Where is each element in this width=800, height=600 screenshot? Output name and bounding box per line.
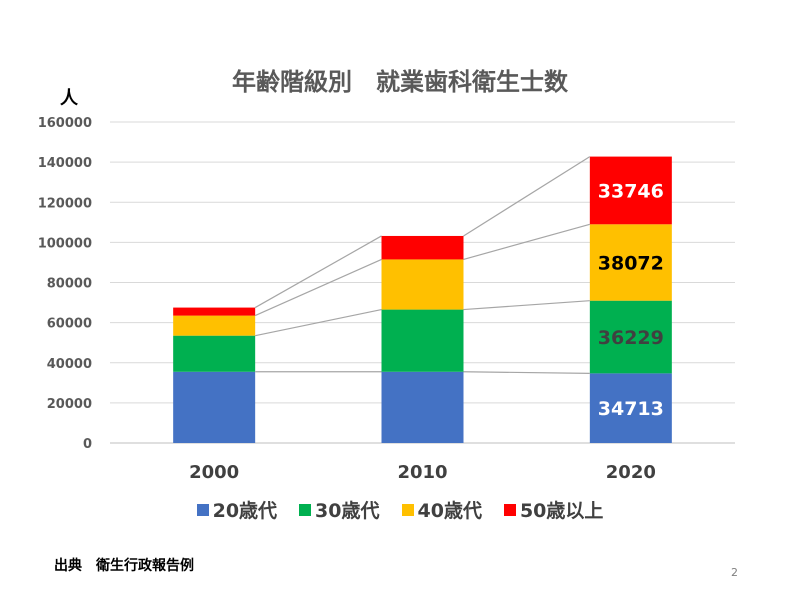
data-label: 34713	[598, 398, 664, 420]
y-tick-label: 120000	[38, 196, 92, 211]
data-label: 36229	[598, 327, 664, 349]
legend-label: 50歳以上	[519, 500, 604, 522]
bar-segment	[589, 300, 672, 374]
bar-segment	[381, 371, 464, 443]
legend-swatch	[401, 503, 414, 516]
legend-item: 20歳代	[196, 496, 278, 523]
x-tick-label: 2020	[606, 462, 656, 483]
bar-segment	[381, 259, 464, 310]
bar-segment	[589, 156, 672, 225]
page-number: 2	[731, 566, 738, 579]
y-tick-label: 140000	[38, 156, 92, 171]
series-connector-line	[255, 308, 382, 337]
bar-segment	[381, 309, 464, 372]
data-label: 33746	[598, 180, 664, 202]
y-axis-unit-label: 人	[60, 88, 78, 109]
y-tick-label: 160000	[38, 116, 92, 131]
legend-label: 40歳代	[417, 500, 482, 522]
y-tick-label: 60000	[47, 317, 92, 332]
x-tick-label: 2000	[189, 462, 239, 483]
data-label: 38072	[598, 252, 664, 274]
legend-item: 30歳代	[299, 496, 380, 523]
source-note: 出典 衛生行政報告例	[54, 558, 194, 574]
series-connector-line	[463, 300, 590, 311]
y-tick-label: 100000	[38, 236, 92, 251]
y-tick-label: 40000	[47, 357, 92, 372]
legend-swatch	[299, 503, 312, 516]
bar-segment	[173, 307, 256, 316]
chart-title: 年齢階級別 就業歯科衛生士数	[232, 68, 568, 96]
series-connector-line	[463, 371, 590, 374]
series-connector-line	[463, 223, 590, 261]
y-tick-label: 20000	[47, 397, 92, 412]
legend-label: 30歳代	[315, 500, 380, 522]
bar-segment	[589, 224, 672, 301]
bar-segment	[173, 371, 256, 443]
y-tick-label: 0	[83, 437, 92, 452]
bar-segment	[381, 235, 464, 260]
series-connector-line	[254, 235, 382, 309]
legend-swatch	[196, 503, 209, 516]
series-connector-line	[254, 258, 382, 317]
x-tick-label: 2010	[397, 462, 447, 483]
chart-legend: 20歳代 30歳代 40歳代 50歳以上	[0, 496, 800, 523]
series-connector-line	[463, 156, 591, 237]
y-tick-label: 80000	[47, 277, 92, 292]
bar-segment	[173, 315, 256, 336]
legend-swatch	[503, 503, 516, 516]
legend-item: 50歳以上	[503, 496, 604, 523]
legend-label: 20歳代	[212, 500, 278, 522]
legend-item: 40歳代	[401, 496, 482, 523]
bar-segment	[173, 335, 256, 372]
bar-segment	[589, 373, 672, 443]
